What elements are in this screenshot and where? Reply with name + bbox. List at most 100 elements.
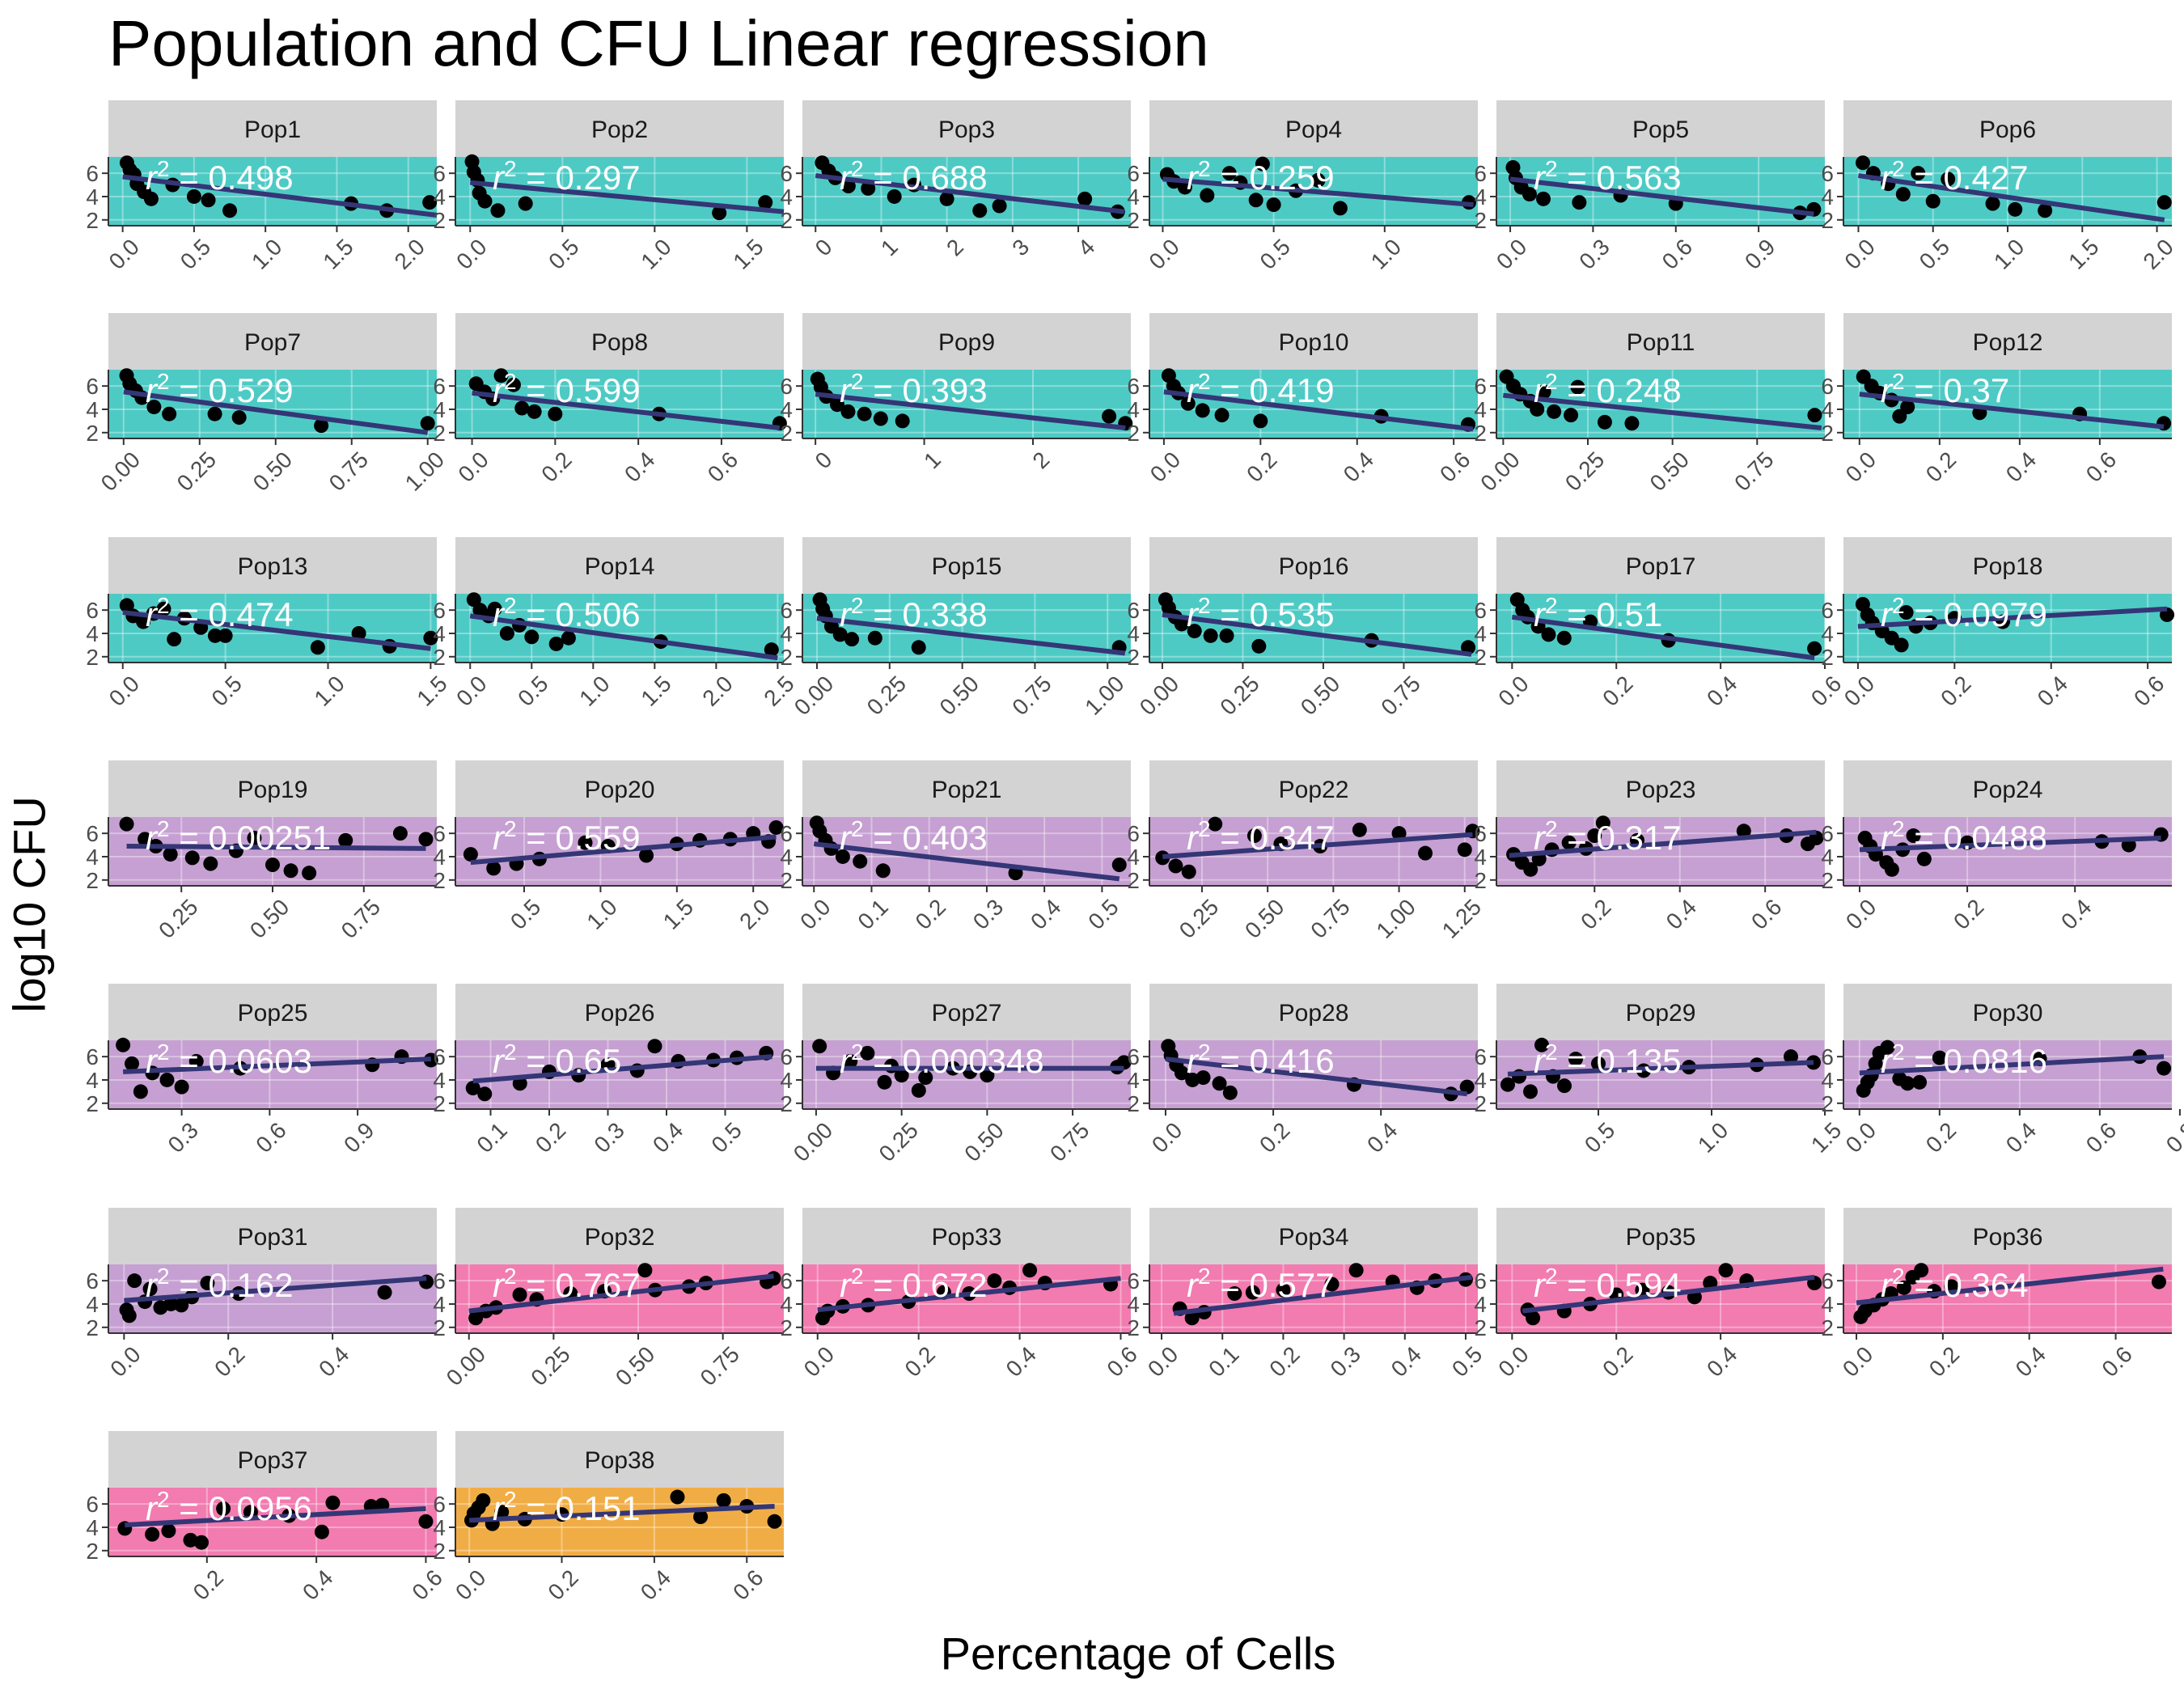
panel-background	[802, 594, 1131, 663]
x-tick-label: 0.2	[900, 1341, 940, 1381]
data-point	[487, 601, 502, 616]
data-point	[310, 640, 325, 655]
x-tick-label: 0.2	[1924, 1341, 1964, 1381]
y-tick-label: 6	[1127, 161, 1140, 186]
data-point	[527, 404, 542, 419]
y-tick-label: 4	[1474, 184, 1487, 210]
x-tick-label: 0.6	[1746, 894, 1786, 934]
y-tick-label: 2	[1474, 1315, 1487, 1340]
facet-label: Pop21	[932, 777, 1002, 803]
data-point	[119, 598, 134, 613]
data-point	[183, 1532, 198, 1548]
data-point	[143, 191, 159, 206]
x-tick-label: 1.00	[400, 447, 449, 495]
r-squared-label: r2 = 0.599	[493, 369, 641, 409]
x-tick-label: 1.0	[582, 894, 621, 934]
regression-line	[469, 180, 785, 214]
y-tick-label: 6	[1474, 821, 1487, 846]
regression-line	[1522, 1274, 1815, 1314]
data-point	[138, 832, 153, 847]
regression-line	[1163, 389, 1474, 432]
facet-label: Pop14	[585, 553, 655, 580]
data-point	[1914, 1263, 1929, 1278]
data-point	[283, 863, 298, 879]
y-tick-label: 6	[1127, 374, 1140, 399]
data-point	[203, 856, 218, 871]
x-tick-label: 0.4	[1001, 1341, 1041, 1381]
facet-label: Pop18	[1973, 553, 2043, 580]
regression-line	[1859, 392, 2165, 430]
data-point	[2156, 195, 2172, 210]
data-point	[1266, 197, 1281, 213]
x-tick-label: 0.75	[1376, 671, 1424, 719]
data-point	[647, 1039, 662, 1054]
x-tick-label: 1.00	[1371, 894, 1420, 942]
data-point	[1530, 401, 1545, 417]
data-point	[514, 400, 530, 416]
y-tick-label: 2	[86, 1539, 99, 1564]
data-point	[302, 866, 317, 881]
data-point	[1332, 201, 1348, 216]
facet-strip	[1149, 100, 1478, 157]
data-point	[1221, 166, 1237, 181]
x-tick-label: 0.0	[1144, 234, 1183, 273]
regression-line	[469, 613, 778, 661]
data-point	[174, 1079, 189, 1095]
y-tick-label: 2	[86, 1315, 99, 1340]
x-tick-label: 0.6	[251, 1117, 290, 1157]
x-tick-label: 0.0	[1492, 234, 1531, 273]
data-point	[1219, 628, 1234, 643]
x-tick-label: 0.5	[207, 671, 247, 710]
facet-label: Pop8	[591, 329, 648, 356]
data-point	[1168, 858, 1183, 874]
facet-strip	[802, 537, 1131, 594]
data-point	[1570, 379, 1585, 395]
facet-strip	[1496, 537, 1825, 594]
x-tick-label: 0.50	[935, 671, 984, 719]
y-tick-label: 4	[433, 397, 446, 422]
x-tick-label: 0.5	[1083, 894, 1123, 934]
x-tick-label: 0.3	[163, 1117, 203, 1157]
facet-panel: Pop38 246 0.0 0.2 0.4 0.6 r2 = 0.151	[433, 1431, 784, 1605]
x-tick-label: 0.50	[245, 894, 294, 942]
facet-label: Pop31	[238, 1224, 308, 1251]
r-squared-label: r2 = 0.317	[1534, 816, 1682, 857]
x-tick-label: 0.3	[1574, 234, 1614, 273]
x-tick-label: 0.6	[728, 1565, 768, 1604]
data-point	[463, 847, 478, 862]
data-point	[377, 1285, 392, 1300]
data-point	[1807, 408, 1822, 423]
data-point	[980, 1068, 995, 1083]
data-point	[524, 629, 540, 645]
facet-label: Pop35	[1626, 1224, 1696, 1251]
data-point	[121, 1308, 137, 1323]
r-squared-label: r2 = 0.338	[840, 593, 988, 633]
regression-line	[124, 1276, 427, 1303]
x-tick-label: 0.25	[862, 671, 911, 719]
data-point	[392, 826, 408, 841]
data-point	[1912, 1074, 1928, 1090]
y-tick-label: 4	[433, 621, 446, 646]
facet-strip	[455, 760, 784, 817]
data-point	[1985, 196, 2000, 211]
y-tick-label: 6	[433, 821, 446, 846]
data-point	[1564, 408, 1579, 423]
data-point	[1807, 641, 1822, 656]
facet-panel: Pop8 246 0.0 0.2 0.4 0.6 r2 = 0.599	[433, 313, 787, 487]
y-tick-label: 2	[1821, 645, 1834, 670]
facet-strip	[455, 537, 784, 594]
x-tick-label: 0.2	[531, 1117, 570, 1157]
r-squared-label: r2 = 0.672	[840, 1264, 988, 1304]
r-squared-label: r2 = 0.577	[1187, 1264, 1335, 1304]
y-tick-label: 6	[1821, 821, 1834, 846]
x-tick-label: 0.75	[336, 894, 385, 942]
y-tick-label: 2	[433, 421, 446, 446]
x-tick-label: 0.0	[451, 1565, 490, 1604]
data-point	[895, 413, 910, 429]
facet-strip	[1149, 537, 1478, 594]
x-tick-label: 0.00	[442, 1341, 490, 1390]
data-point	[247, 830, 262, 845]
data-point	[911, 1082, 926, 1098]
y-tick-label: 4	[1821, 1292, 1834, 1317]
